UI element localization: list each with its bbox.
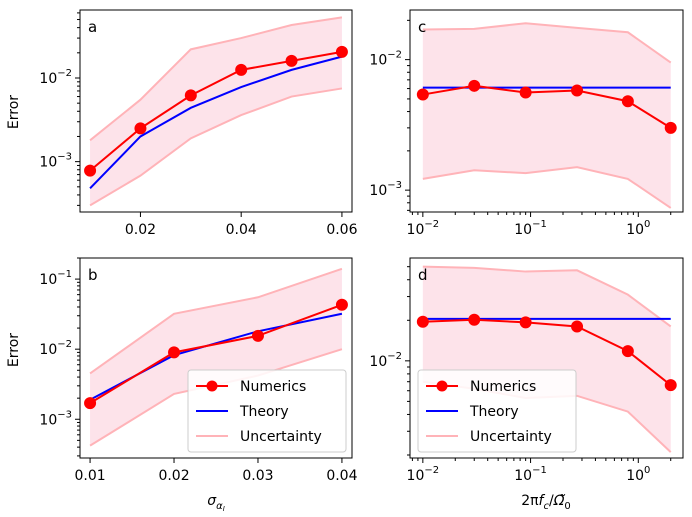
x-tick-label-c: 10−2 bbox=[407, 219, 440, 238]
numerics-point-b bbox=[168, 346, 181, 359]
numerics-point-d bbox=[571, 320, 584, 333]
y-tick-label-a: 10−3 bbox=[39, 152, 72, 171]
legend-b: Numerics Theory Uncertainty bbox=[187, 369, 347, 453]
legend-theory-label-d: Theory bbox=[469, 404, 519, 420]
x-tick-label-d: 100 bbox=[626, 465, 650, 484]
x-tick-label-b: 0.04 bbox=[326, 468, 357, 484]
numerics-point-c bbox=[519, 86, 532, 99]
xlabel-d: 2πfc/Ω̃0 bbox=[521, 493, 571, 512]
ylabel-a: Error bbox=[6, 95, 22, 129]
x-tick-label-a: 0.06 bbox=[326, 222, 357, 238]
panel-a: 0.02 0.04 0.06 10−3 10−2 a bbox=[39, 9, 358, 238]
numerics-point-c bbox=[664, 121, 677, 134]
numerics-point-d bbox=[664, 379, 677, 392]
x-tick-label-d: 10−1 bbox=[514, 465, 547, 484]
x-tick-label-a: 0.02 bbox=[125, 222, 156, 238]
legend-numerics-marker-d bbox=[436, 380, 448, 392]
numerics-point-c bbox=[416, 88, 429, 101]
axes-frame-d bbox=[409, 257, 684, 459]
numerics-point-a bbox=[84, 164, 97, 177]
panel-letter-a: a bbox=[88, 18, 97, 36]
x-tick-label-b: 0.03 bbox=[242, 468, 273, 484]
numerics-point-a bbox=[184, 89, 197, 102]
legend-numerics-marker-b bbox=[206, 380, 218, 392]
x-tick-label-a: 0.04 bbox=[226, 222, 257, 238]
uncertainty-band-a bbox=[90, 17, 342, 206]
axes-frame-c bbox=[409, 9, 684, 213]
y-tick-label-c: 10−2 bbox=[369, 50, 402, 69]
y-tick-label-b: 10−2 bbox=[39, 339, 72, 358]
panel-letter-c: c bbox=[418, 18, 426, 36]
numerics-point-a bbox=[134, 122, 147, 135]
numerics-point-b bbox=[335, 298, 348, 311]
numerics-point-d bbox=[416, 315, 429, 328]
y-tick-label-a: 10−2 bbox=[39, 68, 72, 87]
legend-theory-label-b: Theory bbox=[239, 404, 289, 420]
legend-uncertainty-label-b: Uncertainty bbox=[240, 429, 322, 445]
numerics-point-b bbox=[84, 397, 97, 410]
uncertainty-upper-line-d bbox=[422, 265, 672, 328]
numerics-point-c bbox=[571, 84, 584, 97]
numerics-line-a bbox=[89, 50, 343, 172]
x-tick-label-c: 100 bbox=[626, 219, 650, 238]
numerics-line-d bbox=[422, 318, 672, 386]
y-tick-label-b: 10−1 bbox=[39, 269, 72, 288]
x-tick-label-d: 10−2 bbox=[407, 465, 440, 484]
xlabel-b: σαI bbox=[207, 493, 225, 513]
uncertainty-band-b bbox=[90, 268, 342, 446]
panel-c: 10−2 10−1 100 10−3 10−2 c bbox=[369, 9, 684, 238]
y-tick-label-b: 10−3 bbox=[39, 409, 72, 428]
legend-uncertainty-label-d: Uncertainty bbox=[470, 429, 552, 445]
uncertainty-band-d bbox=[422, 266, 671, 453]
uncertainty-lower-line-a bbox=[89, 87, 343, 207]
panel-letter-d: d bbox=[418, 266, 428, 284]
legend-box-d bbox=[417, 369, 577, 453]
theory-line-a bbox=[89, 55, 343, 189]
numerics-point-a bbox=[285, 54, 298, 67]
numerics-point-d bbox=[468, 313, 481, 326]
numerics-point-c bbox=[468, 79, 481, 92]
numerics-line-c bbox=[422, 84, 672, 129]
panel-letter-b: b bbox=[88, 266, 98, 284]
ylabel-b: Error bbox=[6, 333, 22, 367]
legend-d: Numerics Theory Uncertainty bbox=[417, 369, 577, 453]
y-tick-label-c: 10−3 bbox=[369, 180, 402, 199]
x-tick-label-b: 0.01 bbox=[74, 468, 105, 484]
numerics-point-a bbox=[235, 63, 248, 76]
x-tick-label-c: 10−1 bbox=[514, 219, 547, 238]
numerics-line-b bbox=[89, 303, 343, 404]
numerics-point-a bbox=[335, 45, 348, 58]
uncertainty-upper-line-a bbox=[89, 16, 343, 142]
y-tick-label-d: 10−2 bbox=[369, 351, 402, 370]
numerics-point-d bbox=[519, 316, 532, 329]
panel-b: 0.01 0.02 0.03 0.04 10−3 10−2 10−1 b Numerics The… bbox=[39, 257, 358, 484]
panel-d: 10−2 10−1 100 10−2 d Numerics Theory Uncertaint… bbox=[369, 257, 684, 484]
numerics-point-c bbox=[621, 95, 634, 108]
numerics-point-d bbox=[621, 345, 634, 358]
uncertainty-upper-line-b bbox=[89, 267, 343, 375]
legend-numerics-label-d: Numerics bbox=[470, 379, 536, 395]
uncertainty-upper-line-c bbox=[422, 22, 672, 64]
legend-box-b bbox=[187, 369, 347, 453]
x-tick-label-b: 0.02 bbox=[158, 468, 189, 484]
legend-numerics-label-b: Numerics bbox=[240, 379, 306, 395]
axes-frame-b bbox=[79, 257, 353, 459]
uncertainty-band-c bbox=[422, 23, 671, 208]
numerics-point-b bbox=[251, 329, 264, 342]
uncertainty-lower-line-c bbox=[422, 166, 672, 209]
